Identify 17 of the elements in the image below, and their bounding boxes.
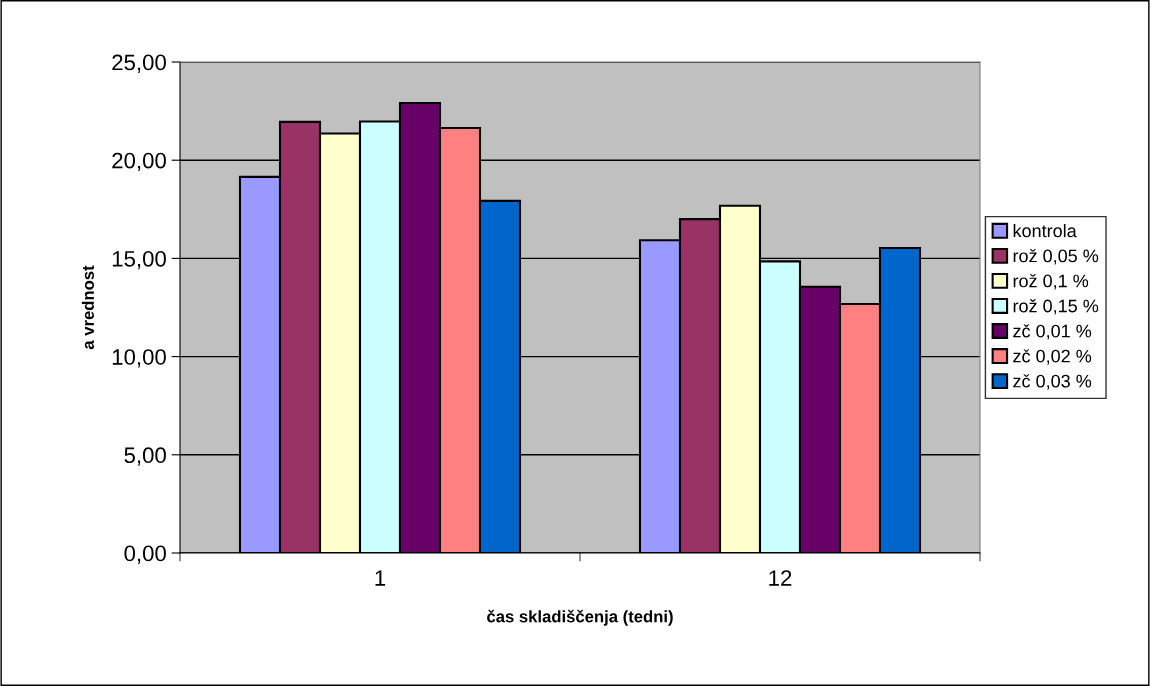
legend-label: rož 0,05 % (1013, 248, 1099, 265)
y-tick-label: 0,00 (124, 545, 166, 564)
x-tick-label: 12 (769, 570, 792, 586)
y-tick-label: 15,00 (112, 250, 166, 270)
y-tick-label: 25,00 (112, 54, 166, 73)
legend-label: zč 0,01 % (1013, 324, 1092, 340)
y-axis-title: a vrednost (81, 265, 95, 350)
legend-label: rož 0,1 % (1013, 274, 1089, 290)
y-tick-label: 20,00 (112, 152, 166, 172)
y-tick-label: 5,00 (124, 447, 166, 466)
legend-label: zč 0,03 % (1013, 374, 1092, 390)
legend-label: zč 0,02 % (1013, 349, 1092, 365)
legend-label: rož 0,15 % (1013, 299, 1099, 315)
y-tick-label: 10,00 (112, 349, 166, 368)
legend-label: kontrola (1013, 223, 1077, 238)
x-tick-label: 1 (375, 570, 386, 586)
x-axis-title: čas skladiščenja (tedni) (487, 609, 673, 626)
